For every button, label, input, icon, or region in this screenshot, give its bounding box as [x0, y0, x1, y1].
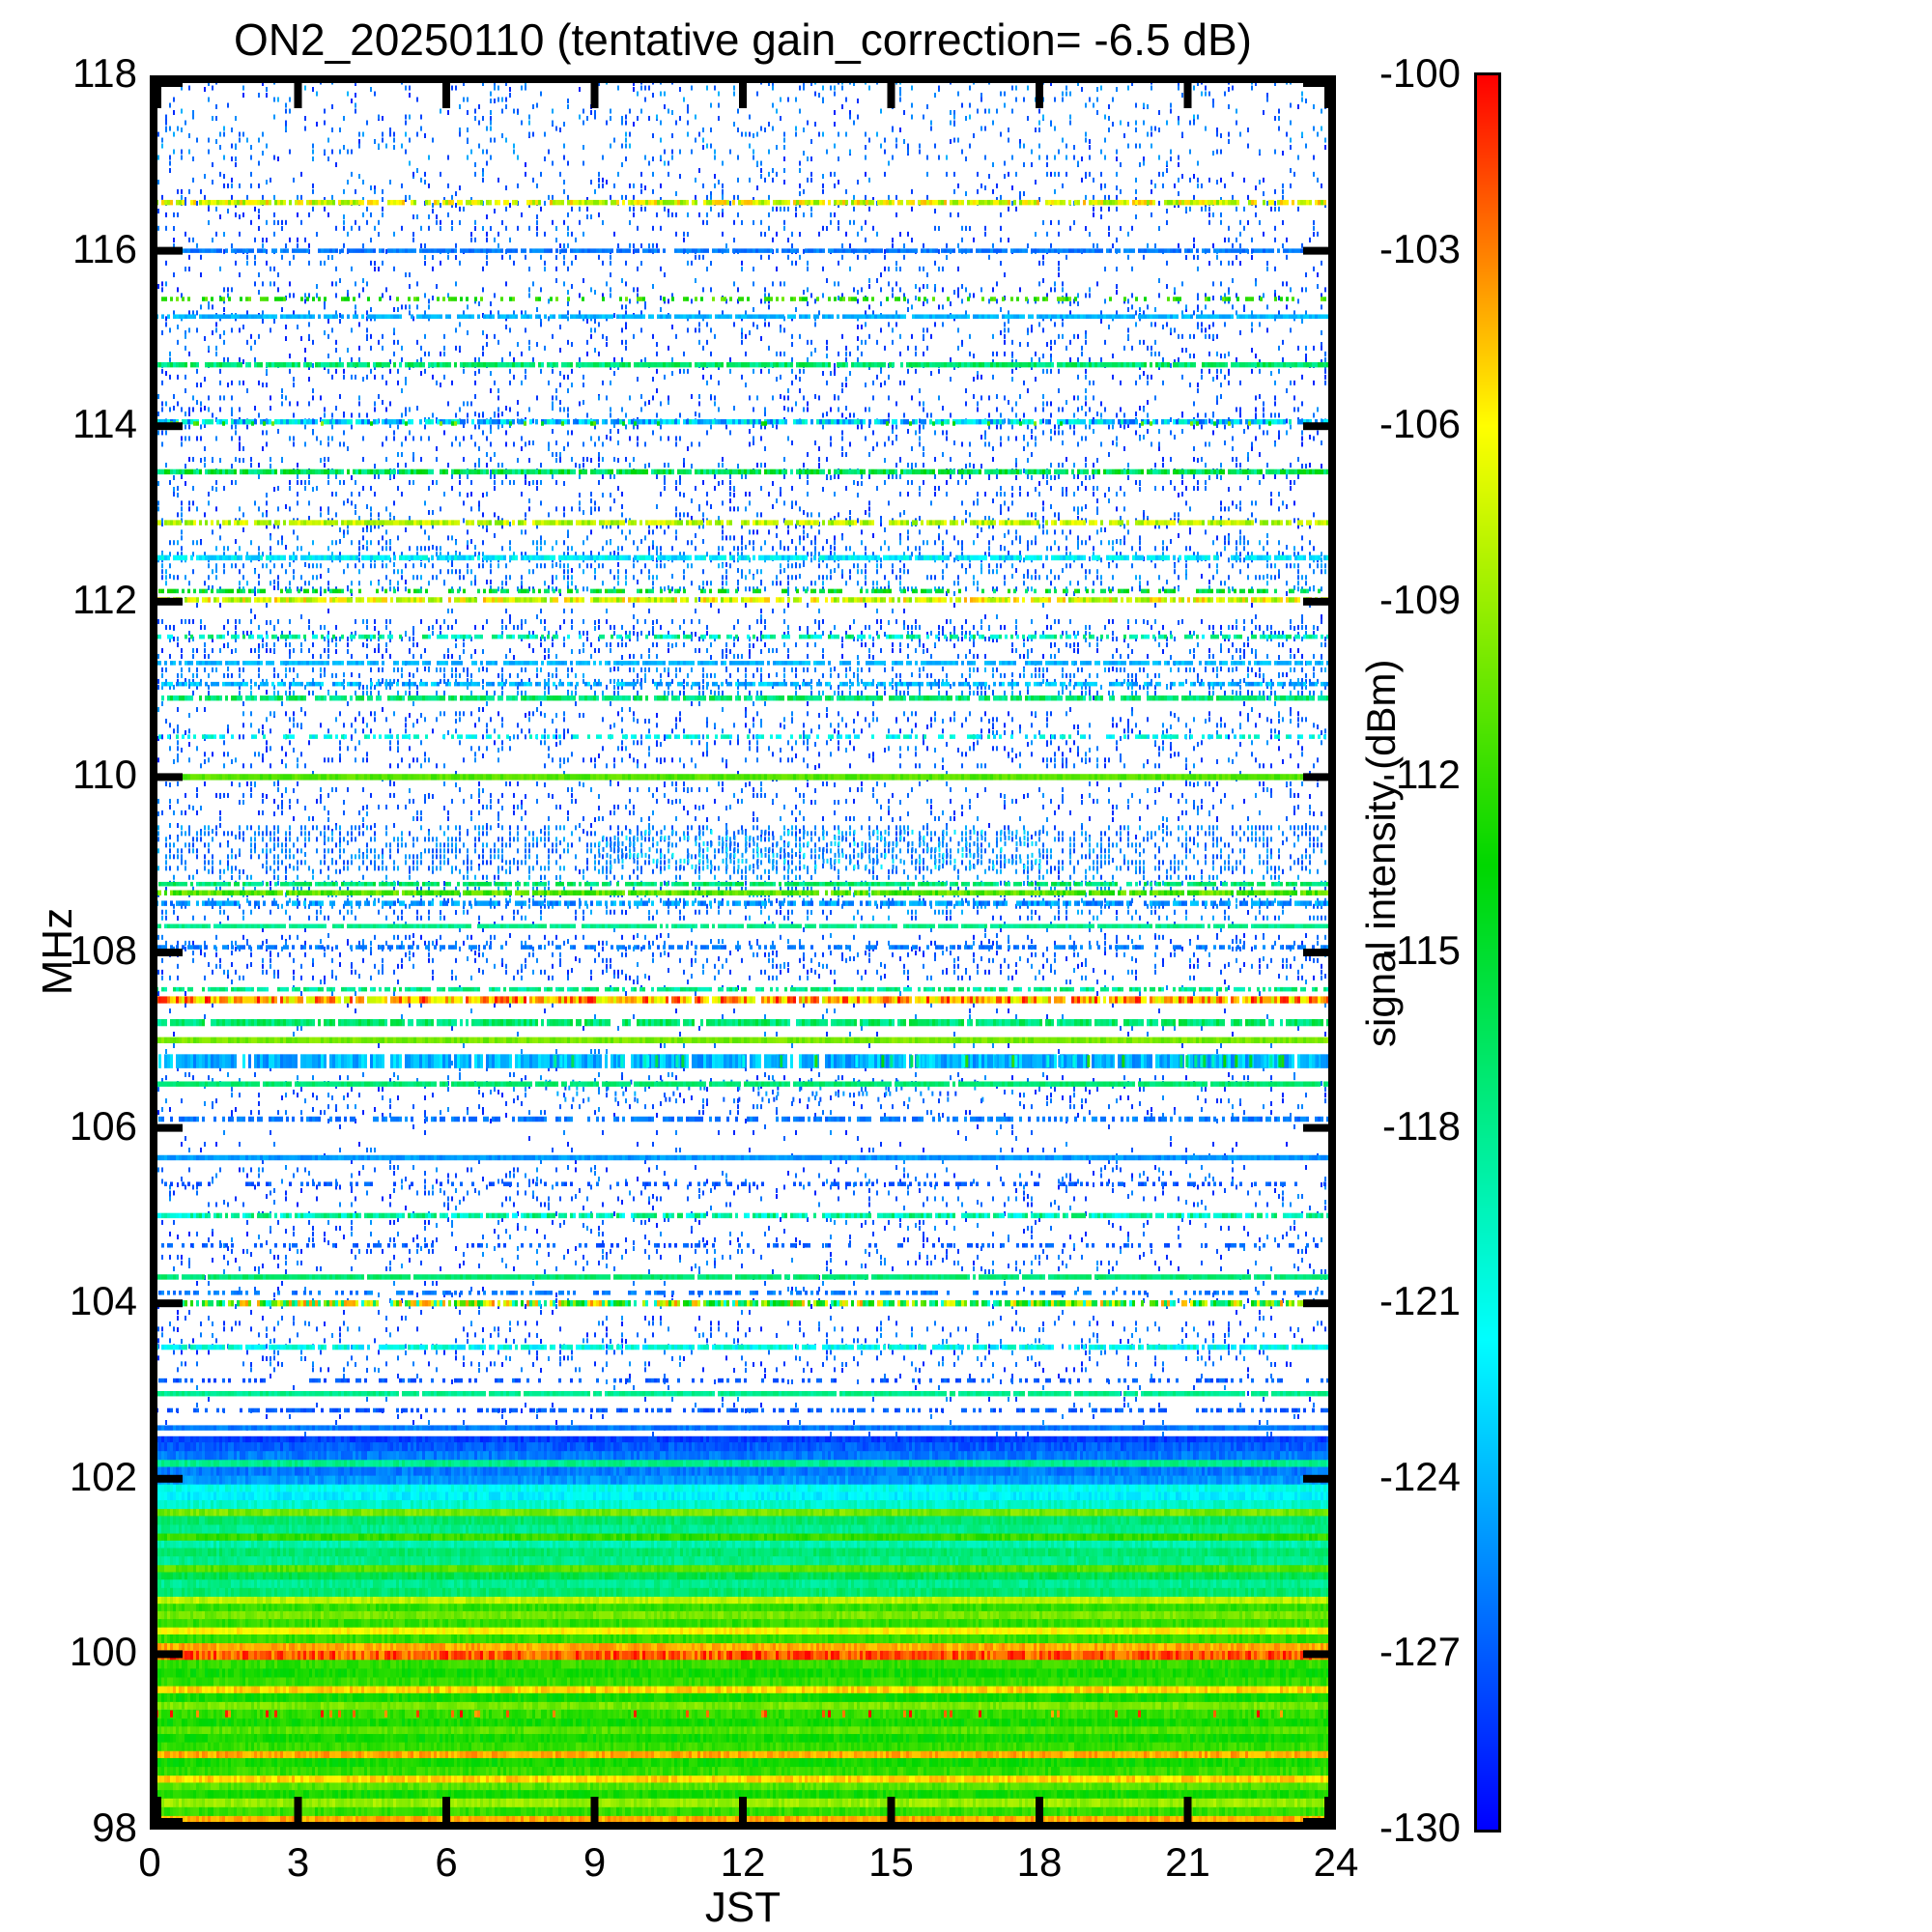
y-tick-label: 114 — [72, 401, 137, 447]
x-tick-label: 12 — [720, 1839, 766, 1885]
y-tick-label: 110 — [72, 752, 137, 798]
x-tick-label: 21 — [1165, 1839, 1210, 1885]
colorbar-gradient — [1474, 72, 1501, 1833]
spectrogram-heatmap — [150, 75, 1336, 1830]
colorbar-tick-label: -124 — [1378, 1453, 1461, 1499]
chart-title: ON2_20250110 (tentative gain_correction=… — [234, 14, 1252, 65]
colorbar-tick-label: -121 — [1378, 1278, 1461, 1324]
colorbar-tick-label: -130 — [1378, 1804, 1461, 1850]
y-tick-label: 98 — [92, 1804, 137, 1850]
y-tick-label: 104 — [69, 1278, 137, 1324]
x-tick-label: 15 — [868, 1839, 914, 1885]
colorbar-tick-label: -103 — [1378, 225, 1461, 271]
colorbar-tick-label: -118 — [1382, 1102, 1461, 1149]
x-tick-label: 3 — [286, 1839, 310, 1885]
x-tick-label: 24 — [1313, 1839, 1359, 1885]
colorbar-tick-label: -100 — [1378, 50, 1461, 96]
colorbar-tick-label: -127 — [1378, 1629, 1461, 1675]
x-axis-label: JST — [704, 1884, 781, 1931]
y-tick-label: 116 — [72, 225, 137, 271]
y-tick-label: 118 — [72, 50, 137, 96]
colorbar-tick-label: -106 — [1378, 401, 1461, 447]
y-tick-label: 112 — [72, 576, 137, 622]
x-tick-label: 0 — [138, 1839, 161, 1885]
colorbar-tick-label: -112 — [1382, 752, 1461, 798]
y-tick-label: 108 — [69, 927, 137, 973]
y-tick-label: 100 — [69, 1629, 137, 1675]
y-tick-label: 106 — [69, 1102, 137, 1149]
x-tick-label: 6 — [435, 1839, 458, 1885]
colorbar-tick-label: -115 — [1382, 927, 1461, 973]
x-tick-label: 9 — [582, 1839, 607, 1885]
x-tick-label: 18 — [1016, 1839, 1063, 1885]
colorbar-tick-label: -109 — [1378, 576, 1461, 622]
y-tick-label: 102 — [69, 1453, 137, 1499]
